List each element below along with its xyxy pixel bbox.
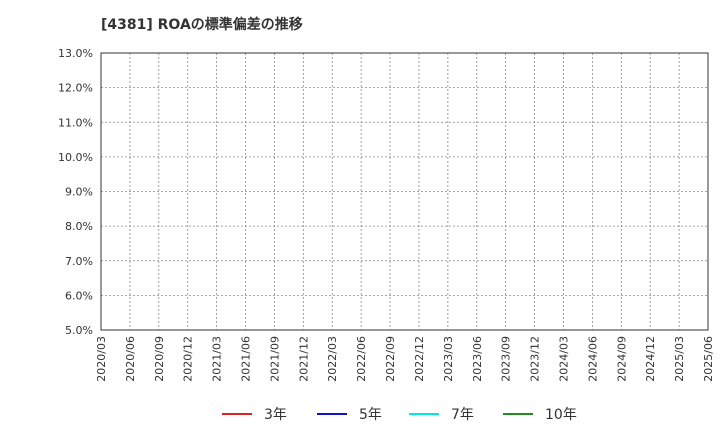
legend-item: 5年 xyxy=(317,407,382,423)
legend-label: 3年 xyxy=(264,407,287,423)
x-tick-label: 2021/12 xyxy=(297,336,310,382)
x-tick-label: 2022/09 xyxy=(384,336,397,382)
x-tick-label: 2023/06 xyxy=(471,336,484,382)
y-axis-tick-labels: 5.0% 6.0% 7.0% 8.0% 9.0% 10.0% 11.0% 12.0% 13.0% xyxy=(58,47,93,337)
grid-layer xyxy=(101,53,708,330)
x-tick-label: 2025/03 xyxy=(673,336,686,382)
x-tick-label: 2023/09 xyxy=(500,336,513,382)
x-tick-label: 2021/06 xyxy=(240,336,253,382)
x-tick-label: 2020/09 xyxy=(153,336,166,382)
legend-label: 10年 xyxy=(545,407,577,423)
y-tick-label: 11.0% xyxy=(58,116,93,129)
x-tick-label: 2023/12 xyxy=(529,336,542,382)
y-tick-label: 5.0% xyxy=(65,324,93,337)
x-tick-label: 2025/06 xyxy=(702,336,715,382)
y-tick-label: 7.0% xyxy=(65,255,93,268)
y-tick-label: 12.0% xyxy=(58,82,93,95)
x-tick-label: 2020/03 xyxy=(95,336,108,382)
x-axis-tick-labels: 2020/03 2020/06 2020/09 2020/12 2021/03 2021/… xyxy=(95,336,715,382)
y-tick-label: 10.0% xyxy=(58,151,93,164)
x-tick-label: 2024/03 xyxy=(557,336,570,382)
legend-item: 10年 xyxy=(503,407,577,423)
legend-item: 3年 xyxy=(222,407,287,423)
chart-title: [4381] ROAの標準偏差の推移 xyxy=(101,17,303,33)
x-tick-label: 2021/03 xyxy=(211,336,224,382)
legend-item: 7年 xyxy=(409,407,474,423)
x-tick-label: 2020/06 xyxy=(124,336,137,382)
plot-area-frame xyxy=(100,52,709,331)
x-tick-label: 2024/09 xyxy=(615,336,628,382)
x-tick-label: 2022/03 xyxy=(326,336,339,382)
y-tick-label: 13.0% xyxy=(58,47,93,60)
x-tick-label: 2022/06 xyxy=(355,336,368,382)
x-tick-label: 2024/12 xyxy=(644,336,657,382)
legend-label: 7年 xyxy=(451,407,474,423)
legend-label: 5年 xyxy=(359,407,382,423)
x-tick-label: 2023/03 xyxy=(442,336,455,382)
y-tick-label: 6.0% xyxy=(65,289,93,302)
y-tick-label: 8.0% xyxy=(65,220,93,233)
x-tick-label: 2022/12 xyxy=(413,336,426,382)
x-tick-label: 2021/09 xyxy=(268,336,281,382)
x-tick-label: 2020/12 xyxy=(182,336,195,382)
x-tick-label: 2024/06 xyxy=(586,336,599,382)
legend: 3年 5年 7年 10年 xyxy=(222,407,577,423)
y-tick-label: 9.0% xyxy=(65,186,93,199)
